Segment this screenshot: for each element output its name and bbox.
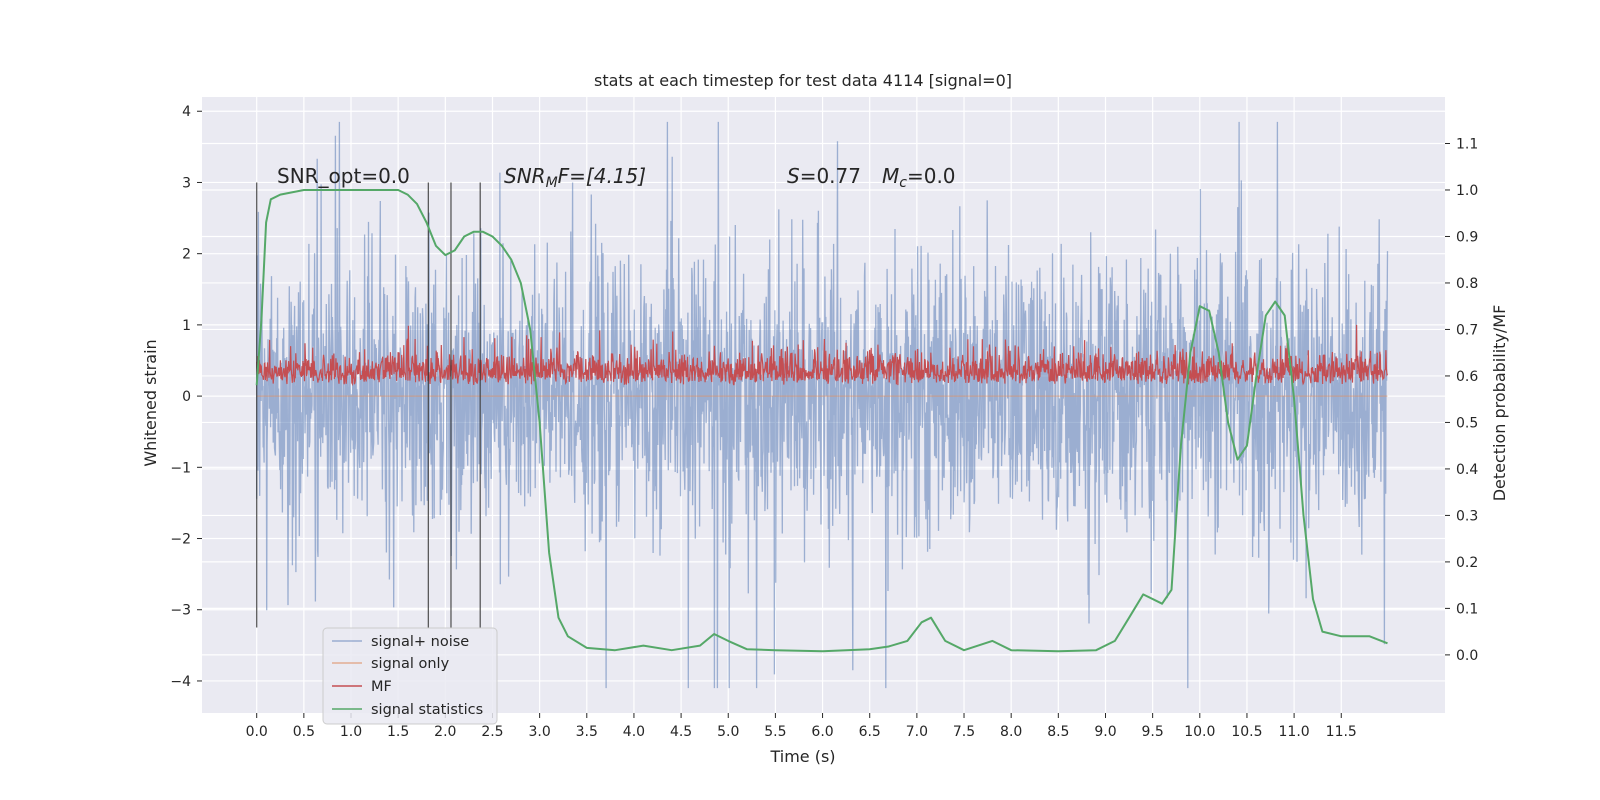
y2-tick-label: 0.7 <box>1456 322 1478 338</box>
y2-tick-label: 0.1 <box>1456 601 1478 617</box>
x-tick-label: 9.5 <box>1142 724 1164 740</box>
y2-tick-label: 1.1 <box>1456 136 1478 152</box>
x-tick-label: 10.5 <box>1231 724 1262 740</box>
y-tick-label: −2 <box>170 532 191 548</box>
y-tick-label: 1 <box>182 318 191 334</box>
y2-tick-label: 0.9 <box>1456 229 1478 245</box>
y2-tick-label: 0.5 <box>1456 415 1478 431</box>
y2-tick-label: 0.4 <box>1456 462 1478 478</box>
y-tick-label: −4 <box>170 674 191 690</box>
x-tick-label: 0.0 <box>246 724 268 740</box>
snr-mf-base: SNR <box>504 164 546 188</box>
snr-mf-sub: M <box>546 175 558 191</box>
signal-noise-line <box>256 121 1389 689</box>
y2-tick-label: 0.0 <box>1456 648 1478 664</box>
x-tick-label: 5.0 <box>717 724 739 740</box>
y-tick-label: −3 <box>170 603 191 619</box>
x-axis: 0.0 0.5 1.0 1.5 2.0 2.5 3.0 3.5 4.0 4.5 5.0 5.5 6.0 6… <box>246 713 1357 740</box>
x-tick-label: 4.0 <box>623 724 645 740</box>
x-tick-label: 6.0 <box>811 724 833 740</box>
y-tick-label: 2 <box>182 247 191 263</box>
x-tick-label: 4.5 <box>670 724 692 740</box>
annotation-s: S=0.77 <box>787 164 861 188</box>
mc-base: M <box>882 164 899 188</box>
mc-value: =0.0 <box>907 164 956 188</box>
x-tick-label: 3.5 <box>576 724 598 740</box>
x-tick-label: 3.0 <box>528 724 550 740</box>
legend-label-signal-only: signal only <box>371 656 450 672</box>
vertical-markers <box>256 182 481 628</box>
s-value: =0.77 <box>800 164 861 188</box>
x-tick-label: 10.0 <box>1184 724 1215 740</box>
y2-tick-label: 0.6 <box>1456 369 1478 385</box>
x-tick-label: 9.0 <box>1094 724 1116 740</box>
x-tick-label: 2.5 <box>481 724 503 740</box>
y2-axis-label: Detection probability/MF <box>1490 305 1509 502</box>
legend-label-signal-statistics: signal statistics <box>371 702 483 718</box>
y-axis-label: Whitened strain <box>141 339 160 466</box>
left-y-axis: 4 3 2 1 0 −1 −2 −3 −4 <box>170 104 202 690</box>
annotation-snr-opt: SNR_opt=0.0 <box>277 164 410 188</box>
x-tick-label: 1.0 <box>340 724 362 740</box>
y2-tick-label: 0.2 <box>1456 555 1478 571</box>
mf-line <box>256 324 1389 387</box>
y-tick-label: 3 <box>182 175 191 191</box>
x-tick-label: 1.5 <box>387 724 409 740</box>
x-tick-label: 2.0 <box>434 724 456 740</box>
legend-label-signal-noise: signal+ noise <box>371 634 469 650</box>
legend: signal+ noise signal only MF signal stat… <box>322 627 498 725</box>
x-tick-label: 0.5 <box>293 724 315 740</box>
plot-area <box>255 121 1389 689</box>
legend-label-mf: MF <box>371 679 392 695</box>
x-tick-label: 7.0 <box>906 724 928 740</box>
s-label: S <box>787 164 800 188</box>
y-tick-label: 0 <box>182 389 191 405</box>
annotation-mc: Mc=0.0 <box>882 164 956 191</box>
chart-title: stats at each timestep for test data 411… <box>594 71 1012 90</box>
x-tick-label: 11.5 <box>1326 724 1357 740</box>
y-tick-label: 4 <box>182 104 191 120</box>
snr-mf-rest: F=[4.15] <box>558 164 646 188</box>
x-tick-label: 7.5 <box>953 724 975 740</box>
mc-sub: c <box>899 175 907 191</box>
x-tick-label: 8.5 <box>1047 724 1069 740</box>
x-tick-label: 11.0 <box>1279 724 1310 740</box>
x-tick-label: 5.5 <box>764 724 786 740</box>
x-tick-label: 6.5 <box>859 724 881 740</box>
y2-tick-label: 0.3 <box>1456 508 1478 524</box>
right-y-axis: 0.0 0.1 0.2 0.3 0.4 0.5 0.6 0.7 0.8 0.9 1.0 1.1 <box>1445 136 1478 664</box>
y2-tick-label: 0.8 <box>1456 276 1478 292</box>
x-axis-label: Time (s) <box>769 747 835 766</box>
signal-statistics-line <box>255 189 1388 653</box>
y2-tick-label: 1.0 <box>1456 183 1478 199</box>
annotation-snr-mf: SNRMF=[4.15] <box>504 164 646 191</box>
x-tick-label: 8.0 <box>1000 724 1022 740</box>
y-tick-label: −1 <box>170 460 191 476</box>
legend-box <box>322 627 498 725</box>
